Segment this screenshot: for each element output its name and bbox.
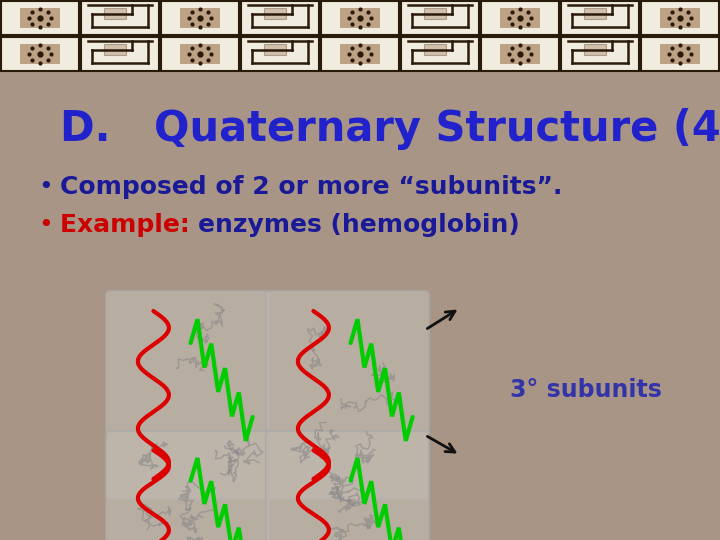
Bar xyxy=(584,44,606,56)
Text: •: • xyxy=(38,175,53,199)
Bar xyxy=(81,37,159,71)
Bar xyxy=(641,37,719,71)
Bar xyxy=(1,37,79,71)
Bar xyxy=(180,44,220,64)
Bar xyxy=(424,44,446,56)
Bar xyxy=(584,8,606,19)
Bar xyxy=(20,44,60,64)
Bar xyxy=(561,37,639,71)
Bar xyxy=(500,8,540,28)
Bar xyxy=(340,8,380,28)
Text: 3° subunits: 3° subunits xyxy=(510,378,662,402)
Bar xyxy=(104,44,127,56)
Bar xyxy=(264,44,287,56)
Bar xyxy=(500,44,540,64)
Bar xyxy=(241,1,319,35)
Bar xyxy=(641,1,719,35)
Bar xyxy=(561,1,639,35)
Bar xyxy=(321,37,399,71)
Text: enzymes (hemoglobin): enzymes (hemoglobin) xyxy=(199,213,521,237)
Bar xyxy=(481,37,559,71)
Bar xyxy=(20,8,60,28)
FancyBboxPatch shape xyxy=(266,431,429,540)
Bar xyxy=(660,44,700,64)
FancyBboxPatch shape xyxy=(106,291,269,499)
Bar xyxy=(241,37,319,71)
Bar xyxy=(340,44,380,64)
Bar xyxy=(180,8,220,28)
Bar xyxy=(401,1,479,35)
Bar xyxy=(104,8,127,19)
Bar xyxy=(0,0,720,72)
Text: D.   Quaternary Structure (4°): D. Quaternary Structure (4°) xyxy=(60,108,720,150)
Bar xyxy=(1,1,79,35)
Bar xyxy=(401,37,479,71)
Bar xyxy=(481,1,559,35)
FancyBboxPatch shape xyxy=(106,431,269,540)
Bar xyxy=(660,8,700,28)
Bar xyxy=(161,37,239,71)
Bar xyxy=(424,8,446,19)
Bar xyxy=(161,1,239,35)
Text: Composed of 2 or more “subunits”.: Composed of 2 or more “subunits”. xyxy=(60,175,562,199)
Bar xyxy=(264,8,287,19)
FancyBboxPatch shape xyxy=(266,291,429,499)
Text: Example:: Example: xyxy=(60,213,199,237)
Text: •: • xyxy=(38,213,53,237)
Bar xyxy=(321,1,399,35)
Bar xyxy=(81,1,159,35)
